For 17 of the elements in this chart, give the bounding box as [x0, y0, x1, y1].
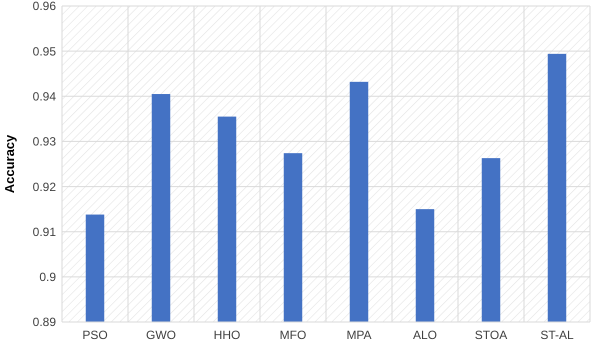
- x-tick-label: STOA: [474, 328, 508, 342]
- y-tick-label: 0.9: [39, 270, 56, 284]
- y-tick-label: 0.93: [32, 134, 56, 149]
- y-tick-label: 0.89: [32, 315, 56, 330]
- y-axis-title: Accuracy: [2, 134, 17, 194]
- x-tick-label: MFO: [280, 328, 306, 342]
- x-tick-label: HHO: [214, 328, 240, 342]
- y-tick-label: 0.95: [32, 44, 56, 58]
- x-tick-label: MPA: [346, 328, 372, 342]
- y-tick-label: 0.92: [32, 180, 56, 194]
- y-tick-label: 0.91: [32, 224, 56, 239]
- x-tick-label: PSO: [82, 328, 108, 342]
- x-tick-label: ST-AL: [540, 328, 574, 342]
- x-tick-label: ALO: [412, 328, 438, 342]
- y-tick-label: 0.96: [32, 0, 56, 14]
- y-tick-label: 0.94: [32, 89, 56, 104]
- x-tick-label: GWO: [146, 328, 176, 342]
